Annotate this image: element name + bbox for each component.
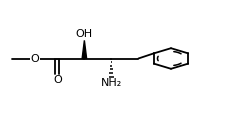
Polygon shape (82, 40, 87, 58)
Text: O: O (53, 75, 62, 85)
Text: OH: OH (76, 29, 93, 39)
Text: NH₂: NH₂ (101, 78, 122, 88)
Text: O: O (31, 53, 39, 64)
